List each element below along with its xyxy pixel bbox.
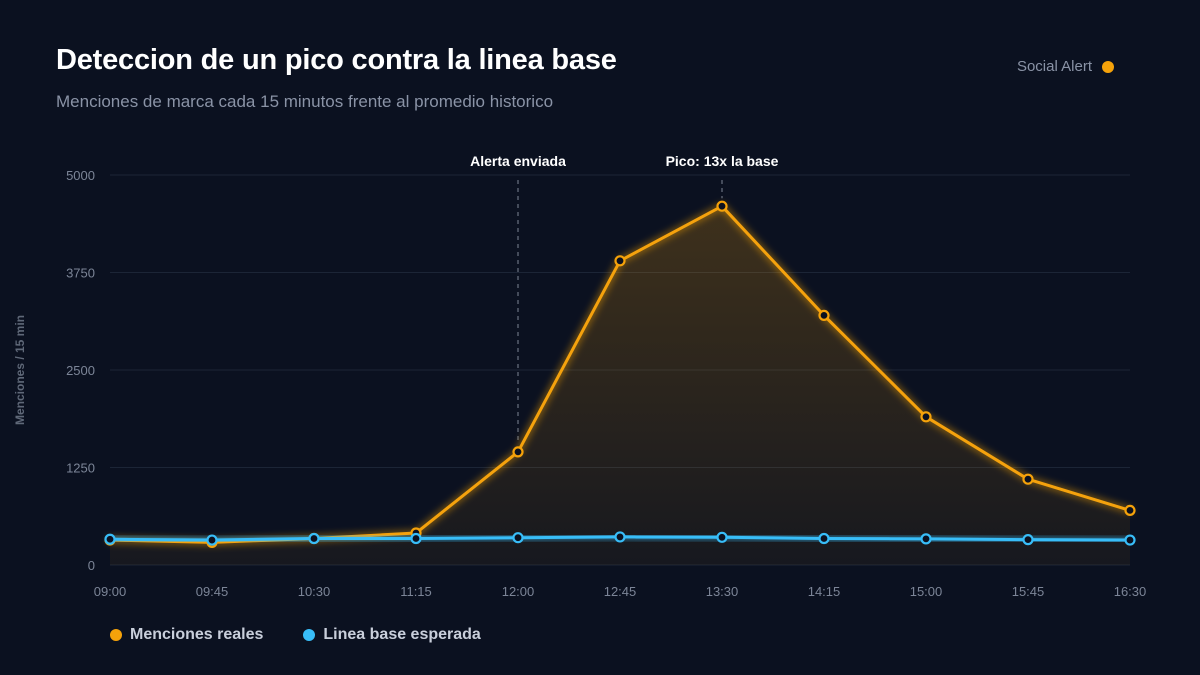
actual-area — [110, 206, 1130, 565]
data-point-baseline — [104, 533, 116, 545]
y-tick-label: 1250 — [66, 461, 95, 476]
legend-swatch-actual — [110, 629, 122, 641]
data-point-baseline — [818, 532, 830, 545]
legend-swatch-baseline — [303, 629, 316, 641]
data-point-baseline — [716, 531, 728, 543]
chart-title: Deteccion de un pico contra la linea bas… — [56, 44, 617, 76]
data-point-baseline — [206, 534, 218, 546]
legend-item-actual[interactable]: Menciones reales — [110, 626, 263, 644]
data-point-baseline — [512, 532, 524, 544]
data-point-actual — [920, 411, 932, 423]
x-tick-label: 13:30 — [706, 584, 739, 599]
y-axis-title: Menciones / 15 min — [13, 315, 27, 425]
y-tick-label: 2500 — [66, 363, 95, 378]
chart-subtitle: Menciones de marca cada 15 minutos frent… — [56, 92, 554, 111]
chart-legend: Menciones reales Linea base esperada — [110, 626, 481, 644]
legend-label-actual: Menciones reales — [130, 626, 264, 643]
x-tick-label: 09:45 — [196, 584, 229, 599]
data-point-actual — [614, 255, 626, 267]
x-tick-label: 09:00 — [94, 584, 127, 599]
x-tick-label: 10:30 — [298, 584, 331, 599]
data-point-baseline — [1124, 534, 1136, 546]
data-point-baseline — [920, 533, 932, 545]
annotation-label: Alerta enviada — [470, 153, 566, 169]
x-tick-label: 15:45 — [1012, 584, 1045, 599]
data-point-actual — [512, 446, 524, 458]
brand-name: Social Alert — [1016, 58, 1092, 75]
y-tick-label: 5000 — [66, 168, 95, 183]
data-point-baseline — [614, 531, 626, 543]
data-point-actual — [818, 309, 830, 321]
legend-item-baseline[interactable]: Linea base esperada — [303, 626, 481, 644]
brand-dot-icon — [1102, 60, 1114, 73]
data-point-baseline — [410, 532, 422, 545]
brand-badge: Social Alert — [1017, 58, 1114, 75]
data-point-baseline — [1022, 534, 1034, 546]
x-tick-label: 16:30 — [1114, 584, 1147, 599]
x-tick-label: 14:15 — [808, 584, 841, 599]
annotation-label: Pico: 13x la base — [666, 153, 779, 169]
data-point-actual — [1124, 504, 1136, 516]
x-tick-label: 12:45 — [604, 584, 637, 599]
data-point-actual — [716, 200, 728, 212]
data-point-actual — [1022, 473, 1034, 485]
x-tick-label: 11:15 — [400, 584, 432, 599]
x-tick-label: 15:00 — [910, 584, 943, 599]
x-tick-label: 12:00 — [502, 584, 535, 599]
data-point-baseline — [308, 532, 320, 545]
legend-label-baseline: Linea base esperada — [323, 626, 481, 643]
y-tick-label: 0 — [88, 558, 95, 573]
y-tick-label: 3750 — [66, 266, 95, 281]
